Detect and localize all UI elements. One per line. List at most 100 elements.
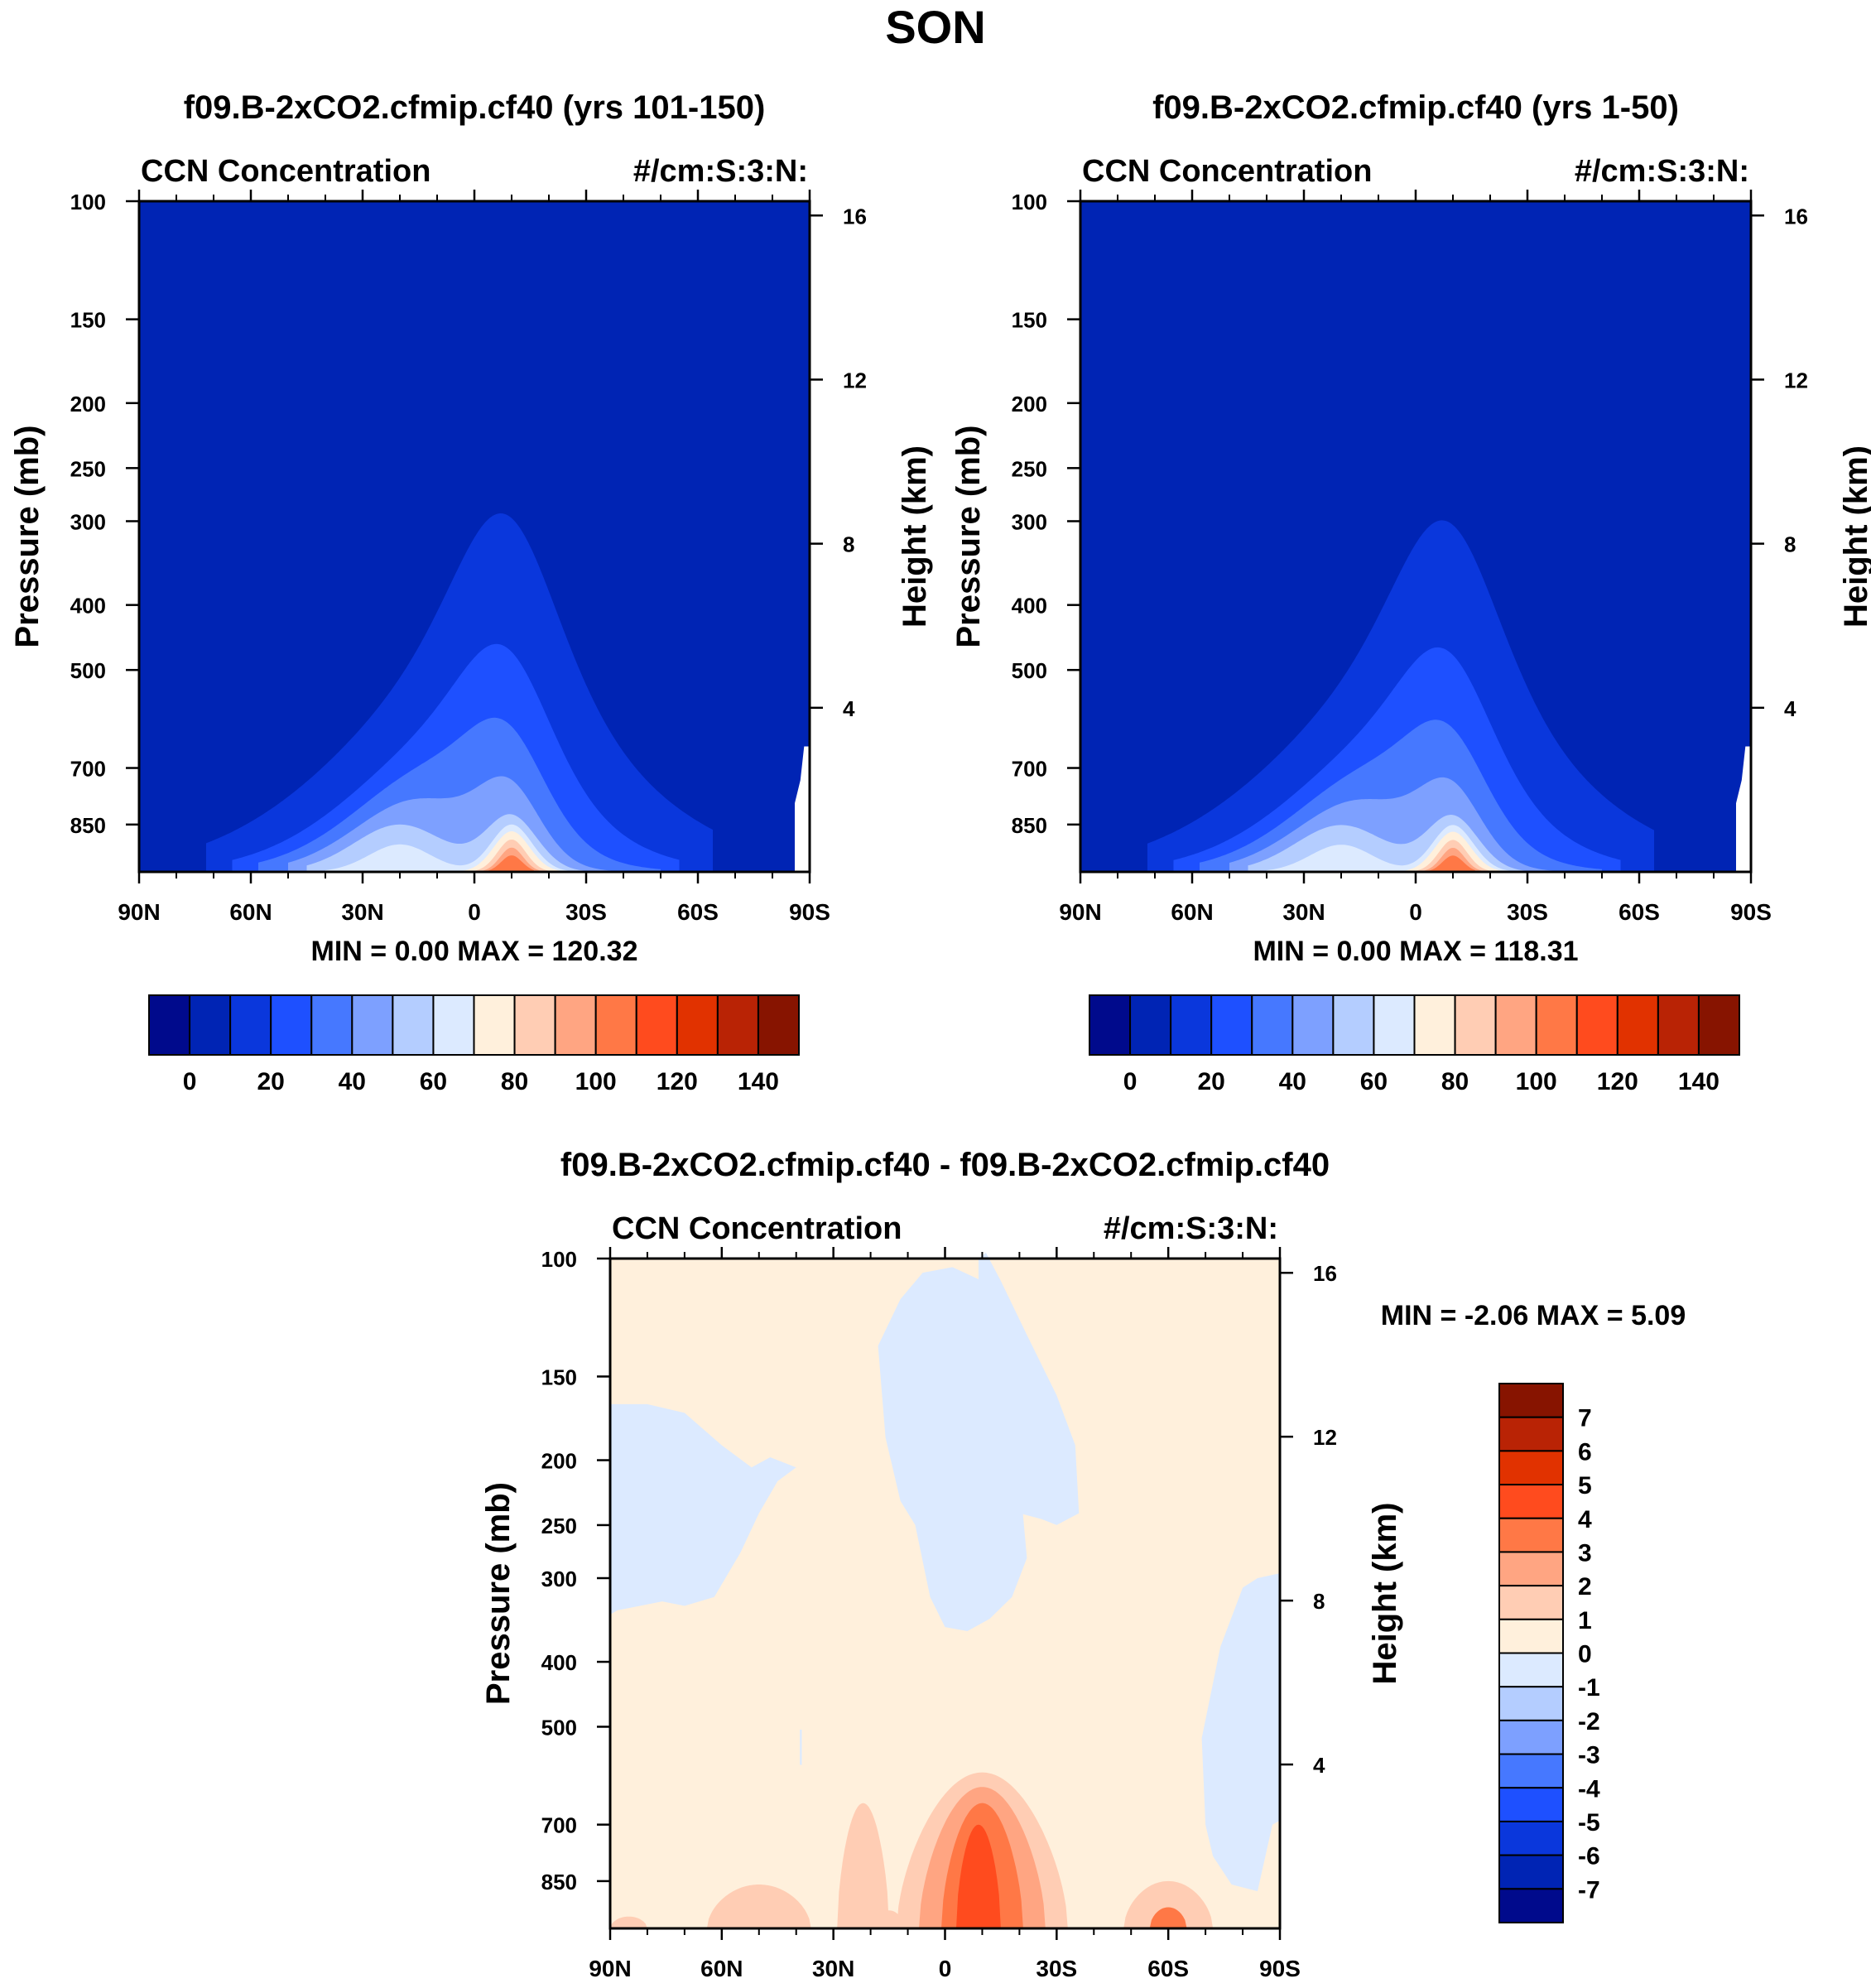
chart-panel-1: 90N 60N 30N 0 30S 60S 90S100150200250300400500… [9,89,933,1095]
y-tick-label: 700 [70,757,106,782]
y-right-tick-label: 12 [843,368,867,392]
y-tick-label: 100 [70,190,106,214]
colorbar-box [594,994,637,1056]
colorbar-box [432,994,475,1056]
y-tick-label: 400 [1012,594,1047,619]
colorbar-label: -5 [1578,1809,1600,1836]
panel-title: f09.B-2xCO2.cfmip.cf40 (yrs 1-50) [1152,89,1679,126]
y-tick-label: 400 [70,594,106,619]
positive-contour-10 [874,1910,905,1928]
colorbar-box [1413,994,1456,1056]
x-tick-label: 30N [812,1956,854,1981]
right-string: #/cm:S:3:N: [1104,1211,1278,1246]
x-tick-label: 90S [1259,1956,1301,1981]
positive-contour-4 [956,1824,1001,1928]
y-right-tick-label: 16 [1784,204,1808,229]
y-tick-label: 500 [1012,658,1047,683]
colorbar-box [148,994,191,1056]
x-tick-label: 60N [1171,899,1213,925]
x-tick-label: 90N [118,899,160,925]
colorbar-label: 7 [1578,1405,1592,1432]
colorbar-box [757,994,800,1056]
y-right-axis-title: Height (km) [897,445,933,628]
y-right-tick-label: 8 [1784,532,1796,557]
x-tick-label: 60N [700,1956,743,1981]
missing-data-region [1736,746,1751,872]
colorbar-label: 0 [1578,1641,1592,1668]
colorbar-box [392,994,435,1056]
x-tick-label: 60S [1147,1956,1189,1981]
colorbar-box [1697,994,1740,1056]
x-tick-label: 90N [589,1956,631,1981]
colorbar-label: 60 [420,1068,447,1095]
colorbar-box [1498,1551,1564,1587]
y-tick-label: 100 [541,1247,577,1272]
y-right-tick-label: 4 [1784,696,1796,721]
missing-data-region [795,746,810,872]
colorbar-label: 100 [1516,1068,1557,1095]
y-tick-label: 300 [1012,509,1047,534]
colorbar-box [1657,994,1700,1056]
x-tick-label: 90N [1059,899,1101,925]
y-right-tick-label: 12 [1784,368,1808,392]
colorbar-box [1332,994,1375,1056]
colorbar-box [1498,1517,1564,1553]
colorbar-box [1089,994,1132,1056]
positive-contour-5 [837,1803,890,1928]
colorbar-label: 140 [1678,1068,1719,1095]
colorbar-box [1498,1686,1564,1721]
colorbar-box [1498,1787,1564,1822]
colorbar-label: 120 [657,1068,698,1095]
colorbar-label: 0 [1123,1068,1138,1095]
x-tick-label: 60N [229,899,272,925]
min-max-stats: MIN = -2.06 MAX = 5.09 [1381,1300,1686,1331]
y-right-axis-title: Height (km) [1838,445,1871,628]
x-tick-label: 30N [1282,899,1325,925]
colorbar-label: 4 [1578,1506,1592,1533]
colorbar-box [1498,1753,1564,1789]
colorbar-label: 40 [339,1068,366,1095]
y-tick-label: 150 [1012,308,1047,333]
colorbar-label: 3 [1578,1539,1592,1567]
colorbar-label: -7 [1578,1876,1600,1904]
right-string: #/cm:S:3:N: [633,154,808,189]
colorbar-box [1498,1888,1564,1923]
y-tick-label: 150 [541,1365,577,1389]
colorbar-label: -3 [1578,1742,1600,1769]
colorbar-label: 80 [501,1068,528,1095]
y-tick-label: 850 [1012,813,1047,838]
y-tick-label: 700 [1012,757,1047,782]
negative-region-small-strip [800,1730,802,1765]
right-string: #/cm:S:3:N: [1575,154,1749,189]
colorbar-box [1291,994,1335,1056]
y-right-tick-label: 12 [1313,1425,1337,1450]
y-tick-label: 500 [70,658,106,683]
y-right-tick-label: 4 [1313,1753,1325,1778]
y-axis-title: Pressure (mb) [9,426,46,648]
colorbar-label: 80 [1441,1068,1469,1095]
panel-title: f09.B-2xCO2.cfmip.cf40 (yrs 101-150) [184,89,766,126]
colorbar-label: 100 [575,1068,617,1095]
x-tick-label: 90S [1730,899,1772,925]
colorbar-box [1498,1484,1564,1519]
colorbar-box [473,994,516,1056]
y-tick-label: 250 [541,1514,577,1538]
colorbar-box [310,994,354,1056]
colorbar-box [513,994,556,1056]
left-string: CCN Concentration [1082,154,1372,189]
x-tick-label: 30S [1507,899,1548,925]
negative-region-upper-left [610,1403,796,1615]
colorbar-label: 2 [1578,1573,1592,1601]
contour-level-10 [1426,855,1475,872]
colorbar-label: 6 [1578,1438,1592,1466]
colorbar-box [1498,1618,1564,1654]
positive-contour-9 [610,1916,647,1928]
x-tick-label: 60S [677,899,719,925]
y-right-tick-label: 8 [1313,1589,1325,1614]
x-tick-label: 30N [341,899,383,925]
y-tick-label: 150 [70,308,106,333]
colorbar-box [1575,994,1618,1056]
x-tick-label: 0 [1409,899,1422,925]
colorbar-box [554,994,597,1056]
